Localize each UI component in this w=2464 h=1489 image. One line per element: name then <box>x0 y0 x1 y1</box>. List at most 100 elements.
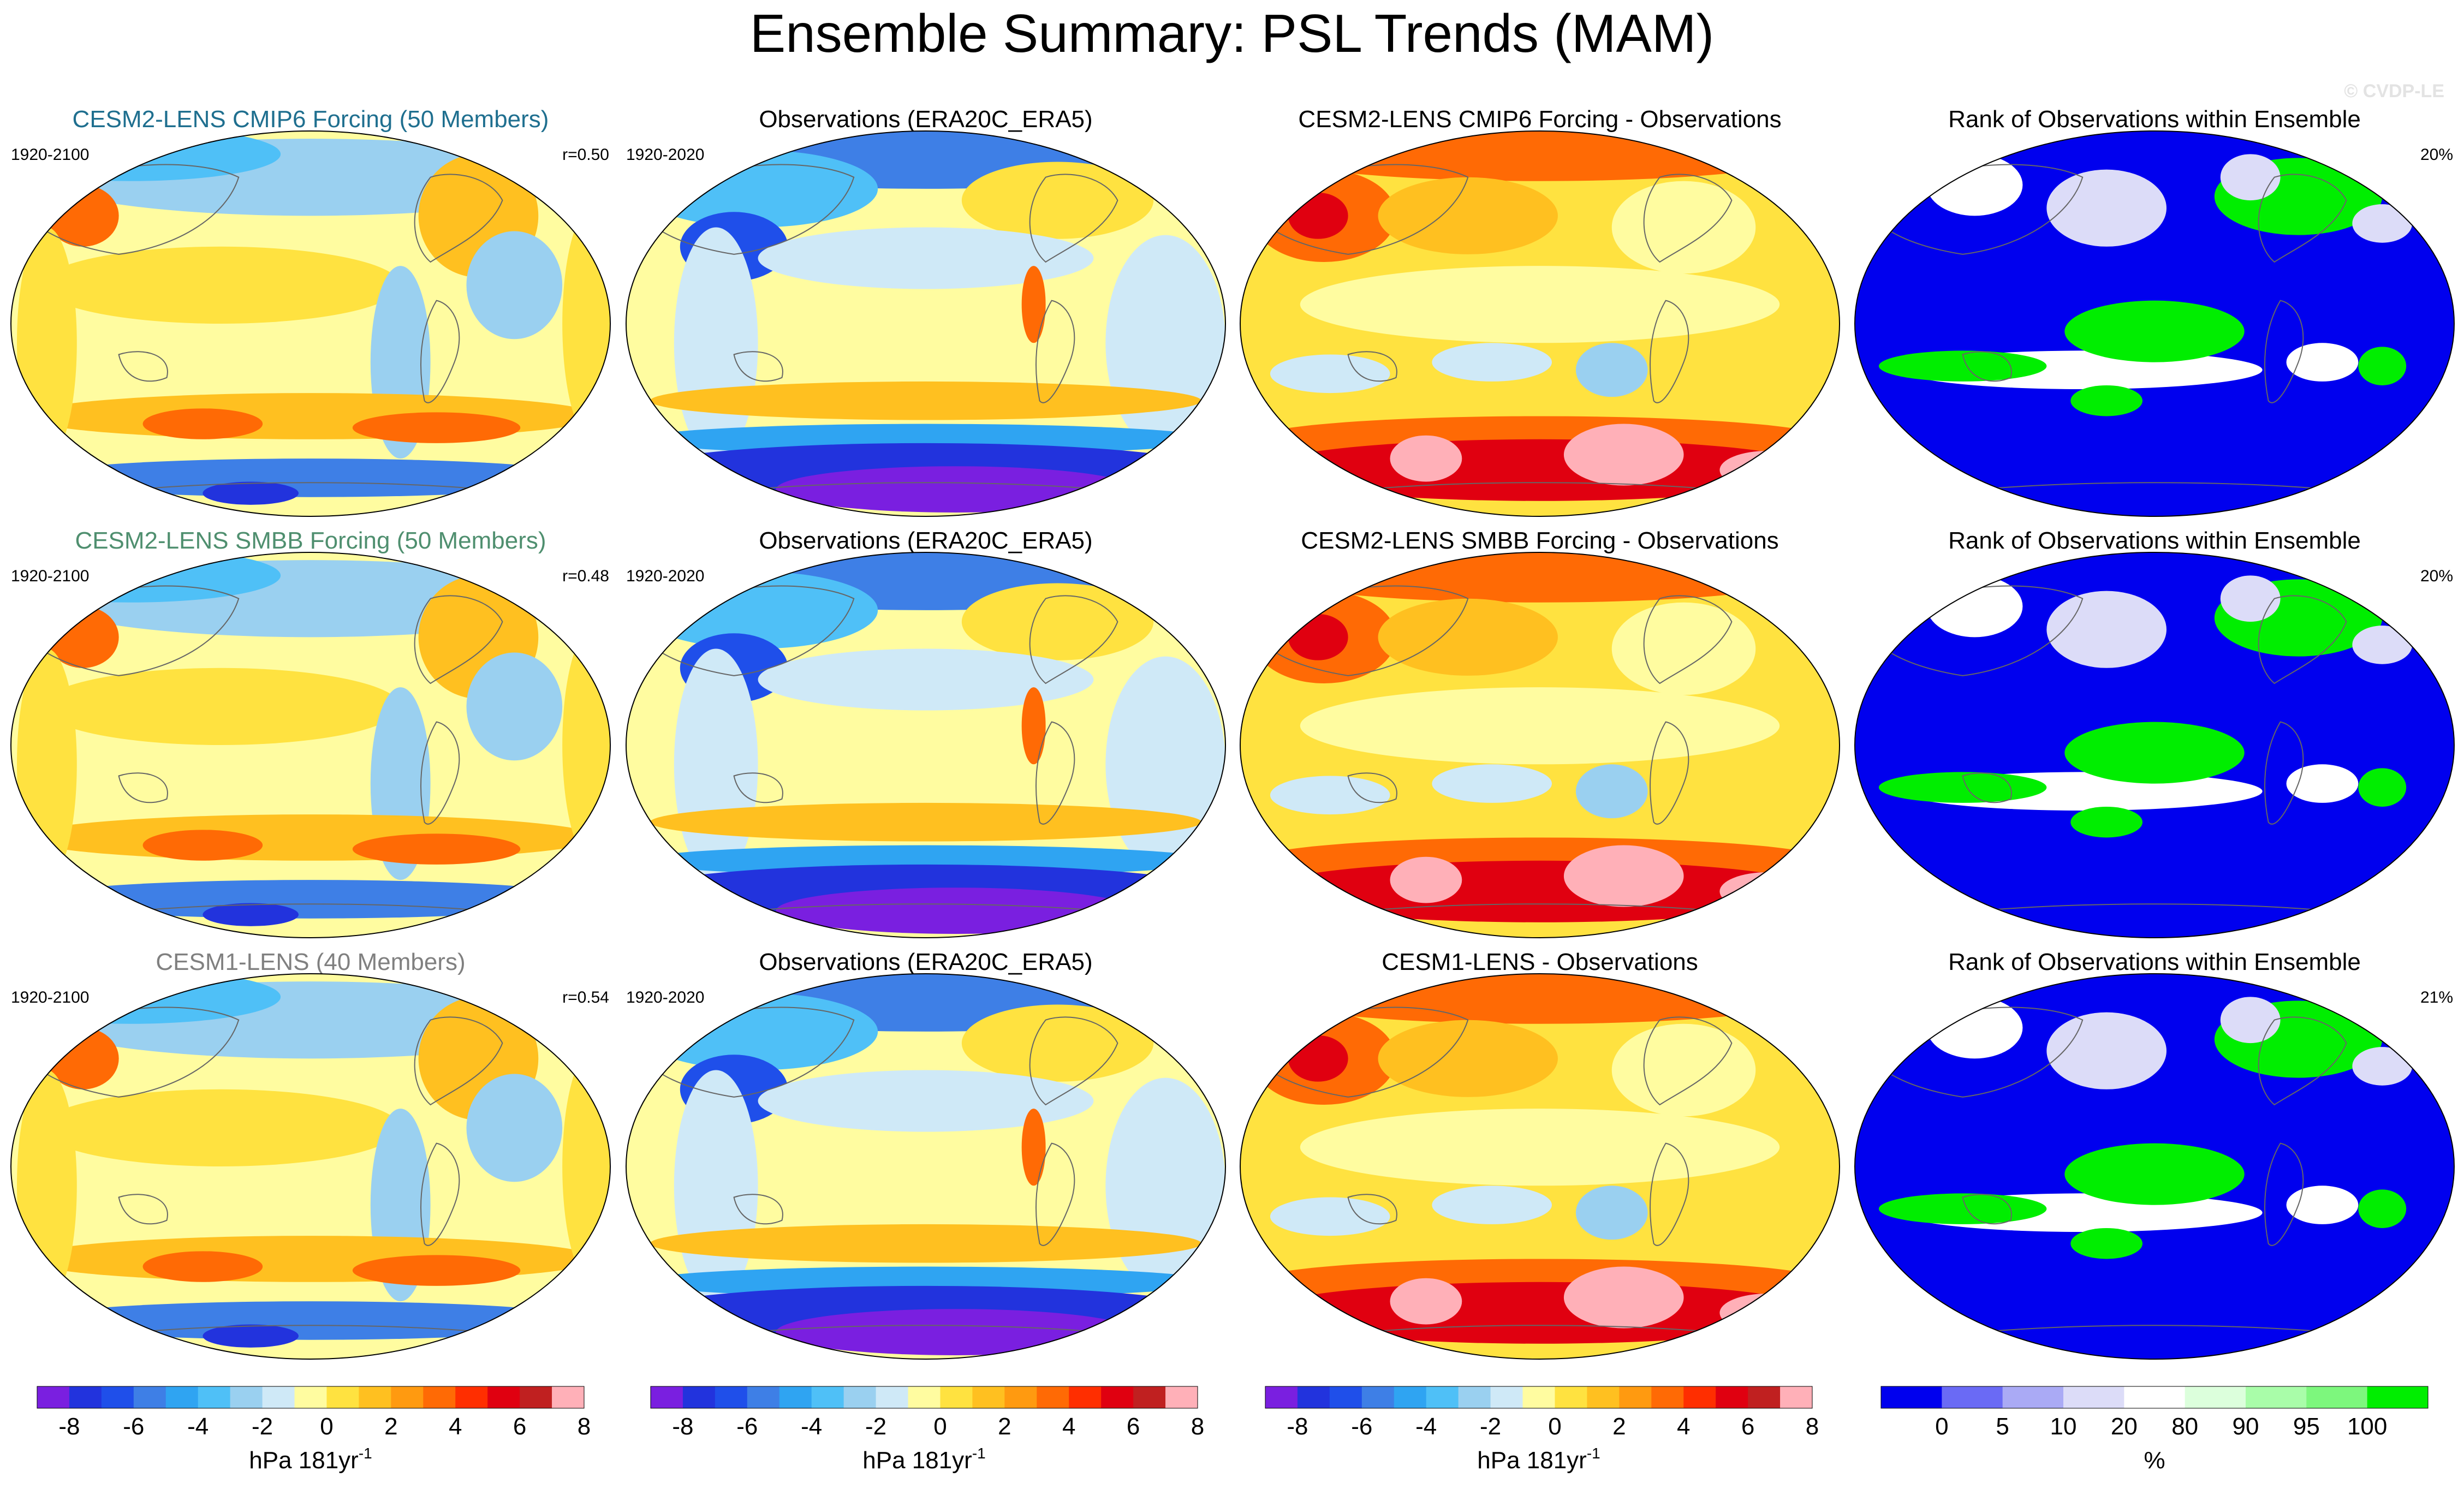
period-label: 1920-2020 <box>626 567 704 585</box>
contour-region <box>1021 687 1046 765</box>
colorbar-swatch <box>2367 1386 2429 1408</box>
contour-region <box>2352 1047 2413 1086</box>
contour-region <box>562 1051 610 1282</box>
contour-region <box>1021 266 1046 343</box>
map-field <box>1855 131 2454 516</box>
colorbar-tick-label: 0 <box>320 1413 333 1440</box>
coastline <box>414 174 503 263</box>
colorbar-frame <box>650 1386 1198 1409</box>
coastline <box>414 595 503 684</box>
colorbar-swatch <box>455 1386 488 1408</box>
colorbar-swatch <box>1265 1386 1298 1408</box>
colorbar-swatch <box>1069 1386 1102 1408</box>
coastline <box>1643 174 1733 263</box>
colorbar-swatch <box>682 1386 716 1408</box>
colorbar-swatch <box>69 1386 102 1408</box>
contour-region <box>1611 1023 1756 1117</box>
contour-region <box>40 1089 401 1166</box>
contour-region <box>1390 856 1462 903</box>
contour-region <box>961 1004 1154 1082</box>
colorbar-tick-label: 4 <box>449 1413 462 1440</box>
colorbar-swatch <box>972 1386 1005 1408</box>
colorbar-tick-label: -6 <box>123 1413 144 1440</box>
panel-model-row1: CESM2-LENS CMIP6 Forcing (50 Members) 192… <box>10 106 611 517</box>
map-field <box>626 974 1225 1359</box>
colorbar-swatch <box>487 1386 520 1408</box>
correlation-label: r=0.54 <box>562 988 609 1006</box>
colorbar-swatch <box>2306 1386 2368 1408</box>
contour-region <box>2064 722 2245 784</box>
colorbar-swatch <box>1101 1386 1134 1408</box>
colorbar-tick-label: 10 <box>2050 1413 2077 1440</box>
colorbar-4: 0 5 10 20 80 90 95 100% <box>1880 1386 2429 1474</box>
colorbar-unit: % <box>2144 1447 2165 1474</box>
contour-region <box>1300 687 1780 765</box>
colorbar-unit-label: % <box>2144 1447 2165 1474</box>
colorbar-swatch <box>1329 1386 1362 1408</box>
map-border <box>1240 130 1840 517</box>
contour-region <box>2070 806 2143 838</box>
colorbar-unit: hPa 181yr <box>1477 1447 1587 1474</box>
colorbar-tick-label: 100 <box>2347 1413 2387 1440</box>
colorbar-tick-label: -4 <box>187 1413 209 1440</box>
panel-title: CESM2-LENS CMIP6 Forcing (50 Members) <box>73 106 549 133</box>
coastline <box>420 300 460 403</box>
colorbar-swatch <box>779 1386 812 1408</box>
colorbar-tick-label: 0 <box>1935 1413 1948 1440</box>
colorbar-swatch <box>326 1386 359 1408</box>
coastline <box>1347 772 1397 803</box>
panel-diff-row3: CESM1-LENS - Observations <box>1240 949 1840 1360</box>
contour-region <box>203 481 299 505</box>
contour-region <box>758 648 1094 711</box>
colorbar-swatch <box>198 1386 231 1408</box>
colorbar-swatch <box>133 1386 166 1408</box>
contour-region <box>650 381 1202 420</box>
map-border <box>10 130 611 517</box>
panel-title: CESM2-LENS SMBB Forcing - Observations <box>1301 527 1778 554</box>
contour-region <box>2070 1228 2143 1259</box>
colorbar-unit-exponent: -1 <box>1587 1445 1600 1462</box>
colorbar-tick-label: 2 <box>384 1413 397 1440</box>
colorbar-unit-exponent: -1 <box>972 1445 986 1462</box>
colorbar-swatch <box>2185 1386 2246 1408</box>
contour-region <box>961 583 1154 660</box>
colorbar-tick-label: 8 <box>1191 1413 1204 1440</box>
colorbar-unit-label: hPa 181yr-1 <box>862 1445 985 1474</box>
panel-rank-row1: Rank of Observations within Ensemble 20% <box>1854 106 2455 517</box>
contour-region <box>1926 997 2023 1059</box>
contour-region <box>40 246 401 324</box>
contour-region <box>466 652 563 761</box>
colorbar-tick-label: -8 <box>1287 1413 1308 1440</box>
contour-region <box>1390 435 1462 482</box>
contour-region <box>203 1324 299 1348</box>
map-border <box>10 552 611 938</box>
colorbar-swatch <box>165 1386 199 1408</box>
contour-region <box>776 466 1136 513</box>
contour-region <box>352 833 521 865</box>
contour-region <box>2358 1189 2407 1228</box>
colorbar-swatch <box>908 1386 941 1408</box>
colorbar-swatch <box>940 1386 973 1408</box>
panel-model-row2: CESM2-LENS SMBB Forcing (50 Members) 1920… <box>10 527 611 938</box>
contour-region <box>1378 177 1558 254</box>
contour-region <box>1300 1109 1780 1186</box>
colorbar-tick-label: -2 <box>252 1413 273 1440</box>
colorbar-swatch <box>1555 1386 1587 1408</box>
contour-region <box>40 668 401 745</box>
colorbar-swatch <box>1037 1386 1069 1408</box>
panel-diff-row2: CESM2-LENS SMBB Forcing - Observations <box>1240 527 1840 938</box>
period-label: 1920-2100 <box>11 567 89 585</box>
panel-title: Observations (ERA20C_ERA5) <box>759 106 1092 133</box>
contour-region <box>2220 154 2281 201</box>
colorbar-3: -8 -6 -4 -2 0 2 4 6 8 hPa 181yr-1 <box>1265 1386 1819 1474</box>
colorbar-swatch <box>423 1386 456 1408</box>
coastline <box>733 1194 783 1225</box>
contour-region <box>2352 626 2413 664</box>
coastline <box>1347 351 1397 382</box>
colorbar-swatch <box>101 1386 134 1408</box>
contour-region <box>650 802 1202 842</box>
coastline <box>1029 1016 1118 1106</box>
coastline <box>733 351 783 382</box>
panel-rank-row2: Rank of Observations within Ensemble 20% <box>1854 527 2455 938</box>
figure-title: Ensemble Summary: PSL Trends (MAM) <box>750 3 1714 63</box>
